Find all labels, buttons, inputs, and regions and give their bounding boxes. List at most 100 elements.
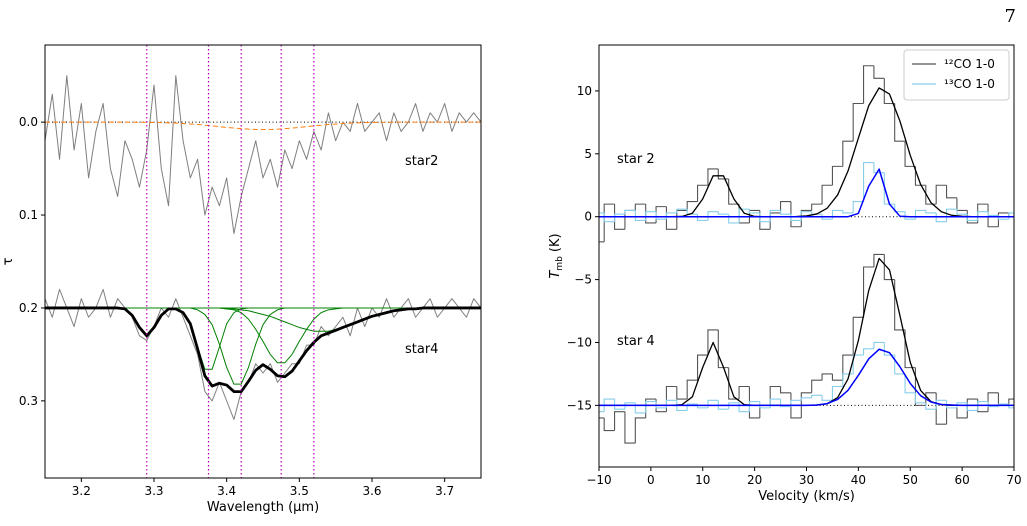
y-tick-label: 0.0 bbox=[19, 115, 38, 129]
series-line bbox=[45, 307, 481, 332]
step-segment bbox=[655, 206, 667, 223]
step-segment bbox=[614, 213, 625, 222]
step-segment bbox=[873, 341, 885, 349]
plot-area bbox=[599, 65, 1014, 444]
x-tick-label: 3.6 bbox=[362, 484, 381, 498]
step-segment bbox=[821, 373, 833, 381]
step-segment bbox=[852, 354, 864, 374]
step-segment bbox=[707, 211, 719, 221]
step-segment bbox=[863, 266, 874, 318]
series-line bbox=[45, 307, 481, 337]
step-segment bbox=[894, 204, 906, 213]
step-segment bbox=[603, 203, 615, 242]
step-segment bbox=[883, 254, 895, 281]
step-segment bbox=[790, 399, 802, 407]
step-segment bbox=[665, 206, 677, 230]
y-tick-label: 0.1 bbox=[19, 208, 38, 222]
step-segment bbox=[956, 209, 968, 215]
step-segment bbox=[873, 253, 885, 268]
step-segment bbox=[800, 392, 812, 418]
x-tick-label: 3.3 bbox=[144, 484, 163, 498]
step-segment bbox=[624, 411, 636, 444]
series-line bbox=[599, 257, 1014, 407]
step-segment bbox=[925, 392, 937, 406]
y-tick-label: −5 bbox=[574, 273, 592, 287]
step-segment bbox=[831, 209, 843, 220]
x-tick-label: 10 bbox=[695, 473, 710, 487]
step-segment bbox=[977, 203, 989, 223]
x-tick-label: −10 bbox=[586, 473, 611, 487]
step-segment bbox=[821, 395, 833, 401]
step-segment bbox=[821, 184, 833, 205]
step-segment bbox=[603, 398, 615, 412]
step-segment bbox=[738, 208, 750, 223]
x-tick-label: 70 bbox=[1006, 473, 1021, 487]
step-segment bbox=[780, 386, 791, 394]
step-segment bbox=[676, 386, 688, 400]
series-line bbox=[599, 168, 1014, 218]
annotation: star 2 bbox=[617, 152, 655, 167]
step-segment bbox=[614, 411, 625, 431]
step-segment bbox=[769, 398, 781, 408]
step-segment bbox=[914, 209, 926, 220]
y-label-subscript: mb bbox=[555, 256, 565, 271]
step-segment bbox=[603, 417, 615, 432]
step-segment bbox=[780, 399, 791, 408]
step-segment bbox=[634, 203, 646, 211]
y-tick-label: 10 bbox=[577, 84, 592, 98]
step-segment bbox=[614, 204, 625, 230]
x-tick-label: 20 bbox=[747, 473, 762, 487]
step-segment bbox=[759, 212, 771, 223]
step-segment bbox=[748, 386, 760, 419]
step-segment bbox=[873, 65, 885, 79]
step-segment bbox=[987, 392, 999, 412]
step-segment bbox=[863, 65, 874, 104]
step-segment bbox=[831, 165, 843, 186]
step-segment bbox=[780, 201, 791, 213]
y-tick-label: 0 bbox=[584, 210, 592, 224]
step-segment bbox=[728, 402, 740, 410]
axes-frame bbox=[598, 44, 1015, 468]
step-segment bbox=[842, 354, 854, 381]
step-segment bbox=[894, 103, 906, 142]
step-segment bbox=[759, 404, 771, 418]
step-segment bbox=[977, 211, 989, 221]
step-segment bbox=[997, 392, 1009, 406]
page-number: 7 bbox=[1005, 6, 1016, 27]
step-segment bbox=[717, 168, 729, 180]
step-segment bbox=[717, 400, 729, 410]
plot-area bbox=[45, 75, 481, 420]
step-segment bbox=[707, 329, 719, 356]
step-segment bbox=[728, 367, 740, 400]
step-segment bbox=[697, 354, 708, 381]
step-segment bbox=[863, 348, 874, 356]
step-segment bbox=[811, 394, 823, 398]
step-segment bbox=[728, 214, 740, 224]
step-segment bbox=[748, 209, 760, 214]
step-segment bbox=[935, 212, 947, 223]
step-segment bbox=[707, 168, 719, 186]
step-segment bbox=[780, 210, 791, 215]
legend-label: ¹²CO 1-0 bbox=[944, 57, 995, 71]
step-segment bbox=[977, 401, 989, 411]
axes-frame bbox=[44, 44, 482, 479]
step-segment bbox=[1008, 398, 1014, 406]
step-segment bbox=[634, 210, 646, 222]
x-tick-label: 3.4 bbox=[217, 484, 236, 498]
step-segment bbox=[655, 211, 667, 220]
y-label-symbol: T bbox=[548, 270, 563, 279]
y-tick-label: 5 bbox=[584, 147, 592, 161]
step-segment bbox=[676, 400, 688, 411]
y-tick-label: 0.2 bbox=[19, 301, 38, 315]
series-line bbox=[599, 348, 1014, 407]
step-segment bbox=[811, 379, 823, 393]
x-tick-label: 0 bbox=[647, 473, 655, 487]
step-segment bbox=[842, 210, 854, 214]
step-segment bbox=[707, 399, 719, 408]
x-tick-label: 40 bbox=[851, 473, 866, 487]
step-segment bbox=[624, 209, 636, 230]
step-segment bbox=[686, 403, 698, 411]
step-segment bbox=[811, 203, 823, 211]
x-tick-label: 30 bbox=[799, 473, 814, 487]
step-segment bbox=[935, 392, 947, 425]
